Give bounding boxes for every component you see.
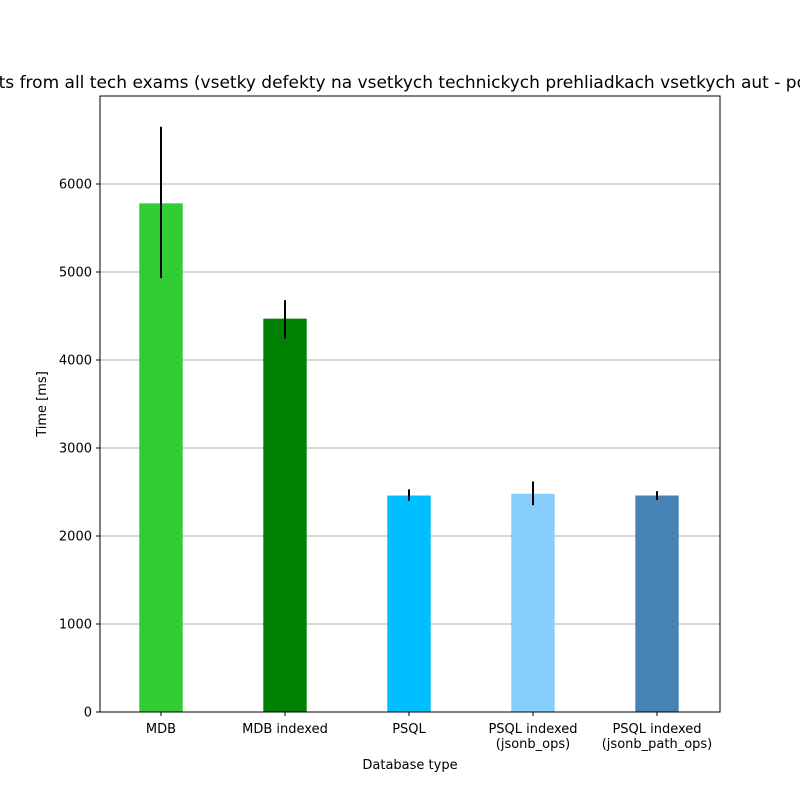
x-tick-label: PSQL [392,722,426,737]
x-axis-ticks: MDB MDB indexed PSQL PSQL indexed(jsonb_ops… [146,712,712,752]
bars [139,203,679,713]
x-tick-label: PSQL indexed [488,722,577,737]
y-tick-label: 2000 [59,530,92,545]
plot-frame [99,95,721,713]
y-tick-label: 4000 [59,354,92,369]
bar [263,318,307,712]
x-tick-label: (jsonb_ops) [496,737,570,752]
x-tick-label: PSQL indexed [612,722,701,737]
bar [635,495,679,712]
chart-title: Defects from all tech exams (vsetky defe… [0,73,800,93]
gridlines [100,183,720,625]
y-tick-label: 5000 [59,266,92,281]
y-tick-label: 6000 [59,178,92,193]
bar [139,203,183,713]
bar [387,495,431,712]
y-tick-label: 3000 [59,442,92,457]
y-axis-ticks: 0 1000 2000 3000 4000 5000 6000 [59,178,100,721]
x-tick-label: (jsonb_path_ops) [602,737,713,752]
y-axis-label: Time [ms] [35,371,50,438]
y-tick-label: 1000 [59,618,92,633]
bar [511,493,555,712]
x-axis-label: Database type [362,758,457,773]
error-bars [160,126,658,506]
y-tick-label: 0 [84,706,92,721]
x-tick-label: MDB [146,722,176,737]
x-tick-label: MDB indexed [242,722,328,737]
